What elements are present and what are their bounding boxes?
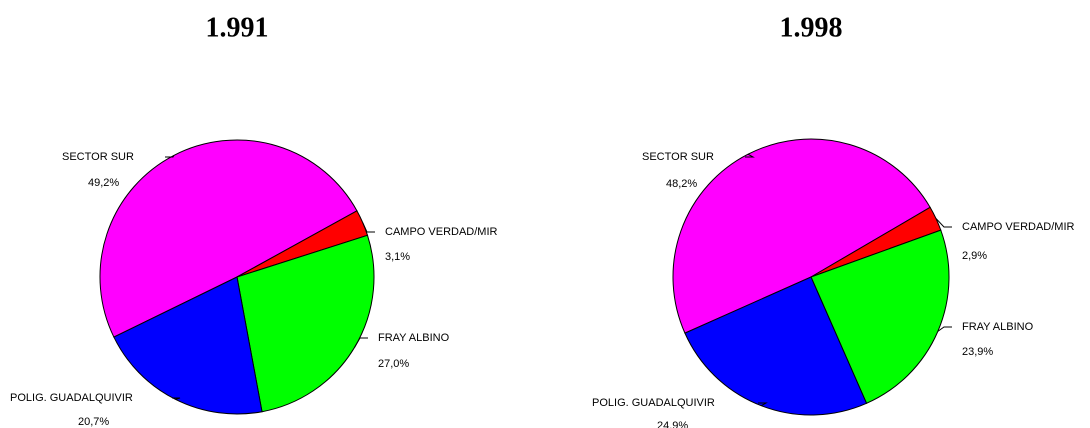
value-label: 24,9% bbox=[657, 420, 688, 428]
value-label: 23,9% bbox=[962, 346, 993, 358]
slice-label: FRAY ALBINO bbox=[378, 332, 450, 344]
leader-line bbox=[172, 397, 181, 400]
slice-label: SECTOR SUR bbox=[642, 151, 714, 163]
value-label: 3,1% bbox=[385, 251, 410, 263]
value-label: 48,2% bbox=[666, 178, 697, 190]
leader-line bbox=[758, 402, 768, 407]
slice-label: CAMPO VERDAD/MIR bbox=[385, 226, 498, 238]
slice-label: FRAY ALBINO bbox=[962, 321, 1034, 333]
slice-label: POLIG. GUADALQUIVIR bbox=[592, 397, 715, 409]
chart-title: 1.991 bbox=[206, 12, 269, 43]
slice-label: POLIG. GUADALQUIVIR bbox=[10, 392, 133, 404]
leader-line bbox=[937, 326, 952, 332]
leader-line bbox=[354, 337, 368, 348]
pie-slice bbox=[99, 139, 358, 338]
slice-label: SECTOR SUR bbox=[62, 151, 134, 163]
leader-line bbox=[165, 155, 175, 158]
slice-label: CAMPO VERDAD/MIR bbox=[962, 221, 1075, 233]
chart-title: 1.998 bbox=[780, 12, 843, 43]
leader-line bbox=[935, 218, 952, 228]
value-label: 49,2% bbox=[88, 177, 119, 189]
leader-line bbox=[745, 153, 755, 158]
leader-line bbox=[362, 222, 375, 233]
value-label: 27,0% bbox=[378, 358, 409, 370]
value-label: 2,9% bbox=[962, 250, 987, 262]
pie-slice bbox=[810, 229, 950, 404]
value-label: 20,7% bbox=[78, 416, 109, 428]
pie-slice bbox=[236, 234, 375, 413]
